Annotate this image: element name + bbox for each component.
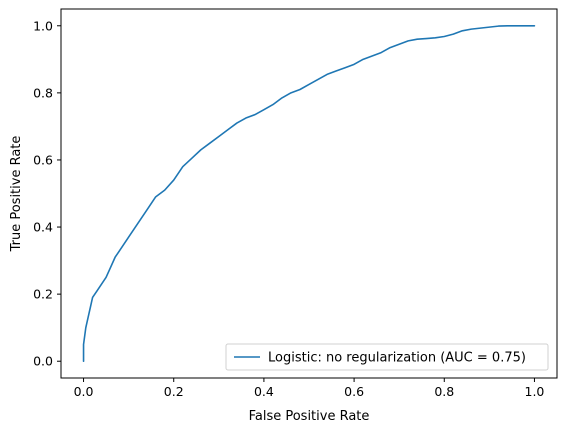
legend-label: Logistic: no regularization (AUC = 0.75) bbox=[268, 351, 526, 366]
x-tick-label: 1.0 bbox=[525, 384, 545, 399]
y-axis-label: True Positive Rate bbox=[9, 136, 24, 253]
y-tick-label: 0.6 bbox=[33, 152, 53, 167]
plot-area: 0.0 0.2 0.4 0.6 0.8 1.0 0.0 0.2 0.4 0.6 0.8 1.0 bbox=[33, 8, 558, 399]
legend-box bbox=[225, 343, 549, 371]
x-tick-label: 0.2 bbox=[164, 384, 184, 399]
x-tick-label: 0.0 bbox=[74, 384, 94, 399]
roc-curve-line bbox=[82, 24, 536, 363]
y-tick-label: 0.0 bbox=[33, 354, 53, 369]
x-tick-label: 0.6 bbox=[344, 384, 364, 399]
y-tick-label: 1.0 bbox=[33, 18, 53, 33]
y-axis-ticks: 0.0 0.2 0.4 0.6 0.8 1.0 bbox=[33, 18, 61, 369]
legend: Logistic: no regularization (AUC = 0.75) bbox=[225, 343, 549, 371]
y-tick-label: 0.8 bbox=[33, 85, 53, 100]
y-tick-label: 0.4 bbox=[33, 220, 53, 235]
x-tick-label: 0.4 bbox=[254, 384, 274, 399]
y-tick-label: 0.2 bbox=[33, 287, 53, 302]
x-tick-label: 0.8 bbox=[434, 384, 454, 399]
x-axis-label: False Positive Rate bbox=[249, 409, 370, 424]
x-axis-ticks: 0.0 0.2 0.4 0.6 0.8 1.0 bbox=[74, 378, 545, 399]
plot-frame bbox=[60, 8, 558, 379]
